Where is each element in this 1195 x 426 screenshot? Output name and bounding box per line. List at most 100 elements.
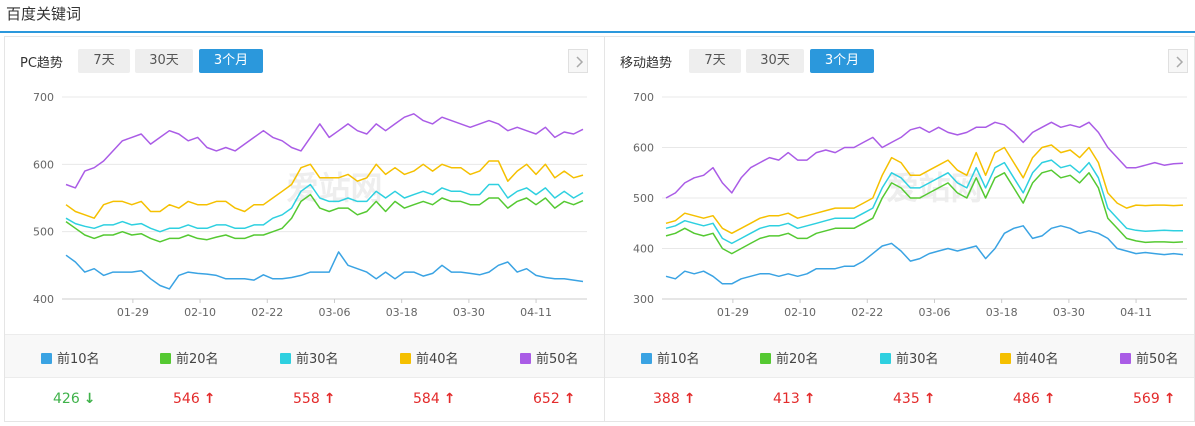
legend-item-top30[interactable]: 前30名 (280, 348, 339, 367)
y-tick-label: 600 (33, 158, 54, 171)
x-tick-label: 03-30 (453, 306, 485, 319)
legend-item-top10[interactable]: 前10名 (641, 348, 700, 367)
value-top30: 435 ↑ (893, 391, 935, 407)
panel-title: PC趋势 (20, 56, 63, 71)
legend-label: 前30名 (896, 352, 939, 367)
legend-label: 前40名 (1016, 352, 1059, 367)
page-title: 百度关键词 (6, 5, 82, 23)
legend-swatch (160, 353, 171, 364)
value-top30: 558 ↑ (293, 391, 335, 407)
y-tick-label: 500 (633, 192, 654, 205)
legend-swatch (760, 353, 771, 364)
title-divider (0, 31, 1195, 33)
legend-swatch (520, 353, 531, 364)
legend-item-top50[interactable]: 前50名 (520, 348, 579, 367)
x-tick-label: 01-29 (117, 306, 149, 319)
value-top40: 486 ↑ (1013, 391, 1055, 407)
y-tick-label: 400 (33, 293, 54, 306)
y-tick-label: 500 (33, 226, 54, 239)
arrow-up-icon: ↑ (1163, 391, 1176, 407)
tab-3-months[interactable]: 3个月 (199, 49, 263, 73)
arrow-up-icon: ↑ (443, 391, 456, 407)
x-tick-label: 02-22 (851, 306, 883, 319)
tab-30-days[interactable]: 30天 (746, 49, 804, 73)
next-button[interactable] (568, 49, 588, 73)
arrow-up-icon: ↑ (803, 391, 816, 407)
mobile-trend-panel: 移动趋势 7天 30天 3个月 爱站网 300 400 500 600 700 01-29 0… (604, 36, 1195, 422)
panel-header: PC趋势 7天 30天 3个月 (5, 49, 604, 73)
legend-item-top30[interactable]: 前30名 (880, 348, 939, 367)
value-top20: 546 ↑ (173, 391, 215, 407)
value-top50: 652 ↑ (533, 391, 575, 407)
y-tick-label: 300 (633, 293, 654, 306)
series-line-3 (65, 183, 584, 233)
series-line-4 (665, 144, 1184, 235)
panel-title: 移动趋势 (620, 56, 673, 71)
value-number: 546 (173, 391, 200, 407)
next-button[interactable] (1168, 49, 1188, 73)
value-top10: 388 ↑ (653, 391, 695, 407)
x-tick-label: 01-29 (717, 306, 749, 319)
series-line-2 (65, 193, 584, 243)
x-tick-label: 02-10 (184, 306, 216, 319)
legend-label: 前40名 (416, 352, 459, 367)
value-number: 486 (1013, 391, 1040, 407)
x-tick-label: 03-30 (1053, 306, 1085, 319)
legend-item-top50[interactable]: 前50名 (1120, 348, 1179, 367)
value-number: 388 (653, 391, 680, 407)
value-top40: 584 ↑ (413, 391, 455, 407)
series-line-1 (665, 225, 1184, 285)
legend-label: 前10名 (57, 352, 100, 367)
legend-label: 前30名 (296, 352, 339, 367)
legend-label: 前10名 (657, 352, 700, 367)
tab-7-days[interactable]: 7天 (78, 49, 130, 73)
chevron-right-icon (1176, 56, 1184, 68)
value-number: 435 (893, 391, 920, 407)
y-tick-label: 600 (633, 142, 654, 155)
arrow-up-icon: ↑ (683, 391, 696, 407)
legend-item-top40[interactable]: 前40名 (400, 348, 459, 367)
chevron-right-icon (576, 56, 584, 68)
legend-swatch (41, 353, 52, 364)
series-line-5 (665, 121, 1184, 199)
values-row: 388 ↑ 413 ↑ 435 ↑ 486 ↑ 569 ↑ (605, 377, 1194, 422)
panel-header: 移动趋势 7天 30天 3个月 (605, 49, 1194, 73)
tab-30-days[interactable]: 30天 (135, 49, 193, 73)
legend-row: 前10名 前20名 前30名 前40名 前50名 (605, 334, 1194, 378)
legend-swatch (1000, 353, 1011, 364)
legend-item-top10[interactable]: 前10名 (41, 348, 100, 367)
x-tick-label: 04-11 (1120, 306, 1152, 319)
legend-item-top20[interactable]: 前20名 (760, 348, 819, 367)
legend-swatch (1120, 353, 1131, 364)
legend-item-top40[interactable]: 前40名 (1000, 348, 1059, 367)
y-tick-label: 700 (633, 91, 654, 104)
series-line-1 (65, 251, 584, 290)
legend-label: 前50名 (1136, 352, 1179, 367)
value-number: 413 (773, 391, 800, 407)
value-number: 652 (533, 391, 560, 407)
arrow-down-icon: ↓ (83, 391, 96, 407)
arrow-up-icon: ↑ (1043, 391, 1056, 407)
value-number: 569 (1133, 391, 1160, 407)
y-tick-label: 700 (33, 91, 54, 104)
legend-label: 前50名 (536, 352, 579, 367)
tab-7-days[interactable]: 7天 (689, 49, 741, 73)
legend-item-top20[interactable]: 前20名 (160, 348, 219, 367)
legend-label: 前20名 (176, 352, 219, 367)
value-top20: 413 ↑ (773, 391, 815, 407)
y-tick-label: 400 (633, 243, 654, 256)
arrow-up-icon: ↑ (923, 391, 936, 407)
x-tick-label: 02-22 (251, 306, 283, 319)
pc-trend-panel: PC趋势 7天 30天 3个月 爱站网 400 500 600 700 01-29 02-1… (4, 36, 605, 422)
series-line-2 (665, 169, 1184, 255)
arrow-up-icon: ↑ (323, 391, 336, 407)
value-top50: 569 ↑ (1133, 391, 1175, 407)
x-tick-label: 03-06 (318, 306, 350, 319)
x-tick-label: 03-18 (986, 306, 1018, 319)
tab-3-months[interactable]: 3个月 (810, 49, 874, 73)
values-row: 426 ↓ 546 ↑ 558 ↑ 584 ↑ 652 ↑ (5, 377, 604, 422)
series-line-4 (65, 160, 584, 219)
value-top10: 426 ↓ (53, 391, 95, 407)
legend-row: 前10名 前20名 前30名 前40名 前50名 (5, 334, 604, 378)
